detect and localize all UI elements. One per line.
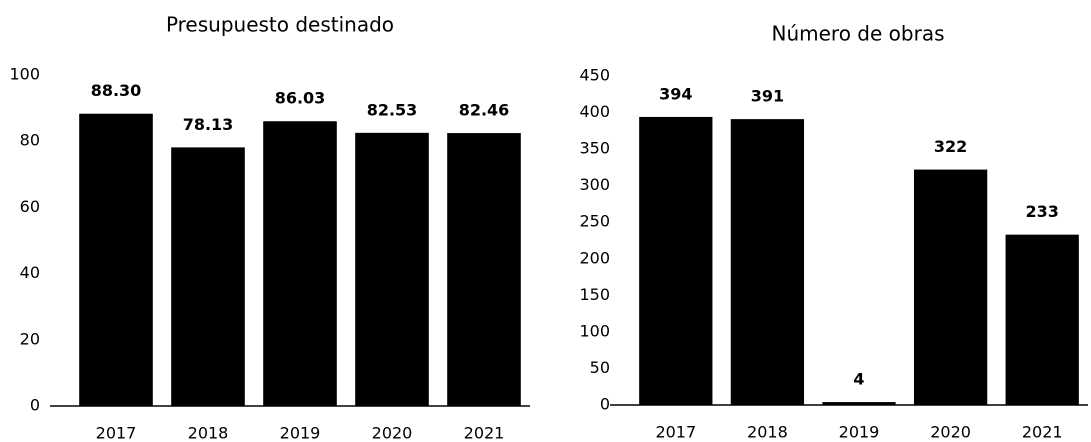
value-label: 322 xyxy=(934,137,967,156)
x-tick-label: 2018 xyxy=(747,423,788,442)
value-label: 88.30 xyxy=(91,81,142,100)
x-tick-label: 2019 xyxy=(280,424,321,442)
x-tick-label: 2021 xyxy=(464,424,505,442)
y-tick-label: 50 xyxy=(590,358,610,377)
bar xyxy=(447,133,521,406)
value-label: 82.46 xyxy=(459,101,510,120)
bar xyxy=(822,402,896,405)
value-label: 4 xyxy=(853,370,864,389)
y-tick-label: 40 xyxy=(20,263,40,282)
bar xyxy=(1005,234,1079,405)
value-label: 86.03 xyxy=(275,89,326,108)
y-tick-label: 250 xyxy=(579,212,610,231)
y-tick-label: 300 xyxy=(579,175,610,194)
x-tick-label: 2020 xyxy=(372,424,413,442)
x-tick-label: 2021 xyxy=(1022,423,1063,442)
x-tick-label: 2018 xyxy=(188,424,229,442)
bar xyxy=(355,132,429,407)
bar xyxy=(639,116,713,405)
y-tick-label: 0 xyxy=(30,396,40,415)
y-tick-label: 20 xyxy=(20,329,40,348)
y-tick-label: 200 xyxy=(579,248,610,267)
x-tick-label: 2017 xyxy=(655,423,696,442)
x-tick-label: 2017 xyxy=(96,424,137,442)
y-tick-label: 150 xyxy=(579,285,610,304)
bar xyxy=(730,119,805,405)
y-tick-label: 350 xyxy=(579,139,610,158)
value-label: 78.13 xyxy=(183,115,234,134)
y-tick-label: 100 xyxy=(579,321,610,340)
y-tick-label: 400 xyxy=(579,102,610,121)
chart-title: Número de obras xyxy=(772,22,945,46)
y-tick-label: 100 xyxy=(9,65,40,84)
x-tick-label: 2020 xyxy=(930,423,971,442)
y-tick-label: 60 xyxy=(20,197,40,216)
value-label: 394 xyxy=(659,84,692,103)
y-tick-label: 450 xyxy=(579,66,610,85)
value-label: 82.53 xyxy=(367,100,418,119)
value-label: 391 xyxy=(751,87,784,106)
chart-title: Presupuesto destinado xyxy=(166,13,394,37)
bar xyxy=(263,121,337,407)
bar xyxy=(913,169,988,405)
x-tick-label: 2019 xyxy=(839,423,880,442)
bar xyxy=(171,147,245,406)
bar xyxy=(79,113,153,407)
value-label: 233 xyxy=(1025,202,1058,221)
y-tick-label: 80 xyxy=(20,131,40,150)
y-tick-label: 0 xyxy=(600,395,610,414)
